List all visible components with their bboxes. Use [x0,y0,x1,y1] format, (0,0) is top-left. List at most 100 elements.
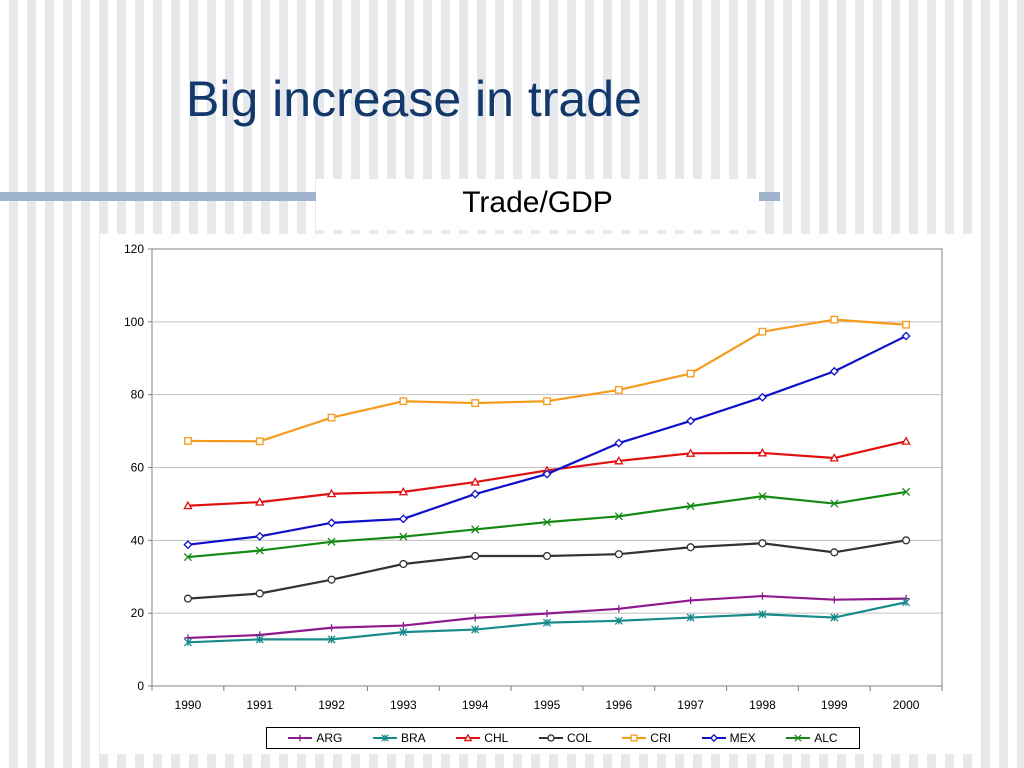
data-point-marker [614,616,623,625]
legend-swatch [538,734,563,742]
data-point-marker [685,448,696,457]
x-tick-label: 1990 [175,698,202,712]
data-point-marker [902,487,911,496]
data-point-marker [901,331,911,341]
data-point-marker [327,518,337,528]
chart-title: Trade/GDP [462,186,613,219]
legend-label: CHL [484,731,509,745]
data-point-marker [830,315,839,324]
legend-label: MEX [729,731,756,745]
data-point-marker [327,537,336,546]
data-point-marker [543,609,551,618]
legend-swatch [622,734,647,742]
x-tick-label: 1994 [462,698,489,712]
y-tick-label: 20 [131,606,145,620]
legend-swatch [456,733,481,742]
data-point-marker [399,397,408,406]
data-point-marker [297,734,304,742]
series-bra [183,598,911,647]
data-point-marker [255,531,265,541]
data-point-marker [471,551,480,561]
data-point-marker [326,488,337,498]
data-point-marker [542,551,552,561]
legend-label: ALC [814,731,838,745]
data-point-marker [399,621,407,630]
data-point-marker [542,518,552,527]
data-point-marker [757,392,767,402]
series-mex [183,331,911,550]
data-point-marker [686,613,695,622]
data-point-marker [398,514,408,524]
data-point-marker [327,624,336,632]
legend-item-alc: ALC [786,731,838,745]
legend-item-chl: CHL [456,731,508,745]
data-point-marker [615,605,623,613]
data-point-marker [614,550,623,559]
data-point-marker [470,477,480,486]
y-tick-label: 60 [131,461,145,475]
legend-item-arg: ARG [288,731,342,745]
data-point-marker [255,589,264,598]
data-point-marker [547,734,555,742]
data-point-marker [902,536,911,545]
y-tick-label: 120 [124,242,144,256]
legend-label: COL [566,731,592,745]
data-point-marker [471,525,480,534]
data-point-marker [758,539,767,548]
data-point-marker [255,497,265,506]
legend-swatch [288,734,313,742]
data-point-marker [630,734,638,742]
data-point-marker [470,489,480,499]
data-point-marker [183,540,193,550]
x-tick-label: 1992 [318,698,345,712]
data-point-marker [686,416,696,426]
data-point-marker [184,437,192,445]
legend-label: CRI [650,731,671,745]
data-point-marker [757,447,768,457]
legend-label: ARG [316,731,343,745]
chart-legend: ARG BRA CHL COL CRI MEX ALC [266,727,860,749]
legend-swatch [701,733,726,743]
data-point-marker [830,596,838,604]
data-point-marker [830,613,839,622]
data-point-marker [471,399,480,407]
x-tick-label: 2000 [893,698,920,712]
y-tick-label: 80 [131,388,145,402]
data-point-marker [614,512,623,521]
data-point-marker [614,386,623,394]
data-point-marker [901,436,911,445]
series-cri [184,315,910,446]
y-tick-label: 0 [137,679,144,693]
series-alc [183,487,911,562]
data-point-marker [758,492,767,501]
data-point-marker [830,499,839,508]
data-point-marker [255,635,264,644]
data-point-marker [183,500,193,510]
series-col [183,536,911,603]
chart-area: 0 20 40 60 80 100 120 1990 1991 1992 1993 1994 1995 1… [100,234,980,754]
data-point-marker [686,502,695,511]
line-chart: 0 20 40 60 80 100 120 1990 1991 1992 1993 1994 1995 1… [124,242,943,712]
data-point-marker [327,635,336,644]
data-point-marker [902,598,911,607]
x-tick-label: 1991 [246,698,273,712]
data-point-marker [758,592,767,600]
x-tick-label: 1993 [390,698,417,712]
legend-item-col: COL [538,731,592,745]
data-point-marker [183,594,192,603]
x-tick-label: 1996 [605,698,632,712]
legend-item-bra: BRA [372,731,426,745]
data-point-marker [614,456,624,465]
x-tick-label: 1998 [749,698,776,712]
data-point-marker [686,543,695,552]
legend-label: BRA [400,731,426,745]
data-point-marker [902,320,910,329]
data-point-marker [327,575,336,584]
data-point-marker [542,618,552,627]
data-point-marker [758,610,767,619]
data-point-marker [327,413,336,422]
data-point-marker [398,486,409,496]
legend-swatch [786,734,811,742]
x-tick-label: 1997 [677,698,704,712]
legend-item-mex: MEX [701,731,756,745]
